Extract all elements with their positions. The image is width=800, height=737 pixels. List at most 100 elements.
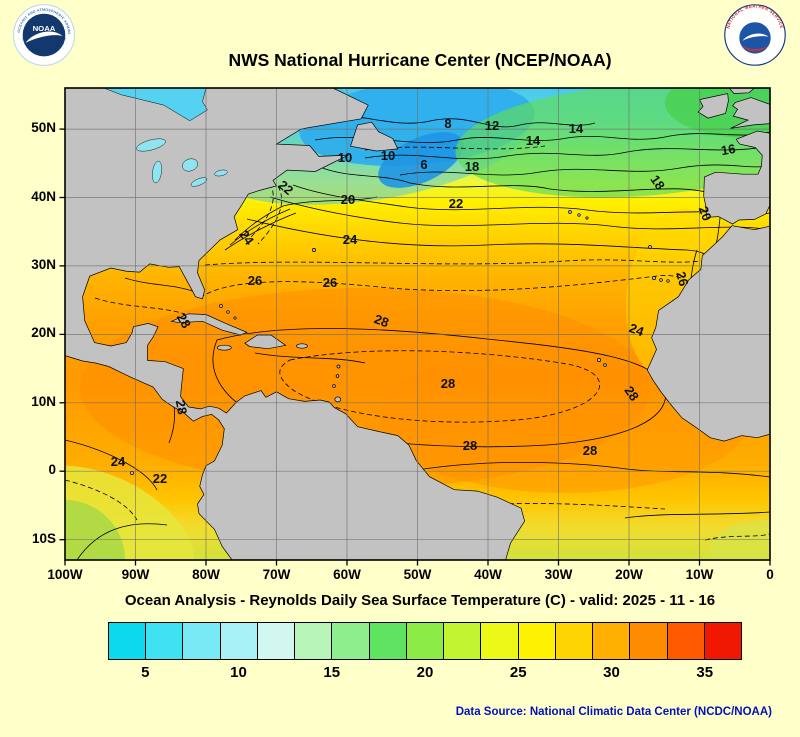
england-landmass [730, 97, 770, 129]
contour-label: 22 [153, 471, 167, 486]
colorbar-cell [555, 623, 594, 659]
y-tick-label: 0 [48, 462, 56, 478]
small-islands [130, 210, 670, 475]
x-tick-label: 20W [615, 567, 643, 582]
colorbar-tick-label: 10 [230, 664, 247, 681]
contour-label: 26 [323, 275, 337, 290]
colorbar-cell [704, 623, 741, 659]
colorbar-cell [257, 623, 296, 659]
x-tick-label: 50W [403, 567, 432, 582]
contour-label: 24 [111, 454, 126, 469]
colorbar-cell [295, 623, 333, 659]
colorbar-tick-label: 15 [323, 664, 341, 681]
trinidad-island [334, 396, 342, 403]
contour-label: 28 [173, 399, 190, 416]
noaa-logo: NATIONAL OCEANIC AND ATMOSPHERIC ADMINIS… [13, 4, 75, 66]
contour-label: 14 [569, 121, 584, 136]
nws-globe-disc [739, 22, 771, 54]
hudson-bay-water [103, 88, 208, 122]
data-source-note: Data Source: National Climatic Data Cent… [455, 706, 772, 718]
page-title: NWS National Hurricane Center (NCEP/NOAA… [228, 50, 612, 70]
x-tick-label: 80W [192, 567, 220, 582]
grid-lines [65, 88, 770, 560]
colorbar-cell [332, 623, 370, 659]
africa-landmass [646, 225, 770, 442]
contour-label: 20 [696, 204, 715, 223]
contour-label: 6 [420, 157, 427, 172]
contour-label: 10 [338, 150, 352, 165]
colorbar-cell [369, 623, 407, 659]
colorbar-tick-label: 5 [141, 664, 150, 681]
ireland-landmass [697, 93, 729, 119]
plot-border [64, 87, 771, 561]
noaa-wordmark: NOAA [33, 24, 56, 33]
contour-labels: 8 12 14 14 16 10 10 6 18 18 22 22 20 20 24 24 26 26 26 28 28… [111, 116, 737, 486]
x-tick-label: 70W [262, 567, 291, 582]
x-tick-label: 90W [121, 567, 150, 582]
contour-label: 26 [248, 273, 262, 288]
great-lakes [136, 138, 228, 187]
puerto-rico-island [296, 343, 308, 349]
colorbar-tick-label: 20 [416, 664, 434, 681]
y-tick-label: 30N [31, 256, 56, 272]
colorbar-cell [146, 623, 184, 659]
y-tick-label: 20N [31, 325, 56, 341]
contour-label: 28 [174, 311, 194, 331]
scotland-landmass [728, 88, 756, 94]
contour-label: 26 [673, 270, 691, 288]
y-tick-label: 10S [31, 530, 56, 546]
colorbar-cell [183, 623, 221, 659]
landmasses [65, 88, 770, 560]
contour-label: 28 [463, 438, 477, 453]
contour-label: 24 [343, 232, 358, 247]
contour-label: 16 [720, 141, 737, 158]
americas-landmass [65, 88, 525, 560]
contour-label: 28 [441, 376, 455, 391]
coldest-pocket [378, 132, 464, 188]
contour-label: 28 [372, 311, 391, 330]
x-tick-label: 100W [47, 567, 83, 582]
x-tick-label: 10W [685, 567, 714, 582]
tropical-warm-pool-west [80, 288, 650, 488]
colorbar-cell [593, 623, 631, 659]
europe-iberia-landmass [703, 130, 770, 225]
hispaniola-island [244, 334, 287, 350]
colorbar [108, 622, 742, 660]
nws-logo: NATIONAL WEATHER SERVICE [724, 4, 786, 66]
axis-ticks [59, 128, 771, 566]
x-tick-label: 40W [474, 567, 502, 582]
colorbar-cell [109, 623, 147, 659]
x-tick-label: 0 [766, 567, 774, 582]
contour-label: 10 [381, 148, 395, 163]
colorbar-cell [518, 623, 556, 659]
contour-label: 18 [647, 172, 668, 192]
nws-seagull-icon [742, 33, 769, 41]
contour-label: 14 [526, 133, 541, 148]
cuba-island [170, 313, 248, 336]
pacific-corner-cool [65, 500, 125, 560]
contour-label: 22 [449, 196, 463, 211]
y-tick-label: 50N [31, 120, 56, 136]
contour-label: 28 [621, 383, 642, 403]
jamaica-island [216, 344, 232, 351]
contour-label: 28 [583, 443, 597, 458]
noaa-seagull-icon [25, 31, 63, 43]
colorbar-cell [406, 623, 445, 659]
x-tick-label: 30W [544, 567, 573, 582]
y-tick-label: 10N [31, 393, 56, 409]
colorbar-tick-label: 25 [509, 664, 527, 681]
colorbar-tick-label: 30 [603, 664, 620, 681]
colorbar-cell [667, 623, 705, 659]
sst-map: 8 12 14 14 16 10 10 6 18 18 22 22 20 20 24 24 26 26 26 28 28… [59, 87, 771, 566]
colorbar-cell [481, 623, 519, 659]
nws-red-swoosh [741, 44, 769, 52]
contour-label: 8 [444, 116, 451, 131]
map-caption: Ocean Analysis - Reynolds Daily Sea Surf… [124, 592, 716, 609]
contour-label: 24 [627, 320, 646, 339]
y-tick-label: 40N [31, 188, 56, 204]
contour-label: 12 [485, 118, 499, 133]
contour-label: 20 [341, 192, 355, 207]
x-tick-label: 60W [333, 567, 361, 582]
colorbar-tick-label: 35 [696, 664, 714, 681]
